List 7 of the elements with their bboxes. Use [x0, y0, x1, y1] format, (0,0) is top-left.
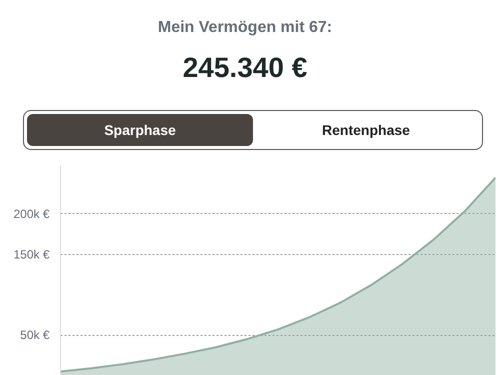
- y-tick-label: 200k €: [13, 206, 50, 221]
- text: Rentenphase: [253, 114, 479, 146]
- text: Sparphase: [27, 114, 253, 146]
- chart-subtitle: 245.340 €: [182, 50, 308, 85]
- y-tick-label: 150k €: [13, 247, 50, 262]
- y-tick-label: 50k €: [20, 328, 50, 342]
- chart-title: Mein Vermögen mit 67:: [156, 18, 334, 38]
